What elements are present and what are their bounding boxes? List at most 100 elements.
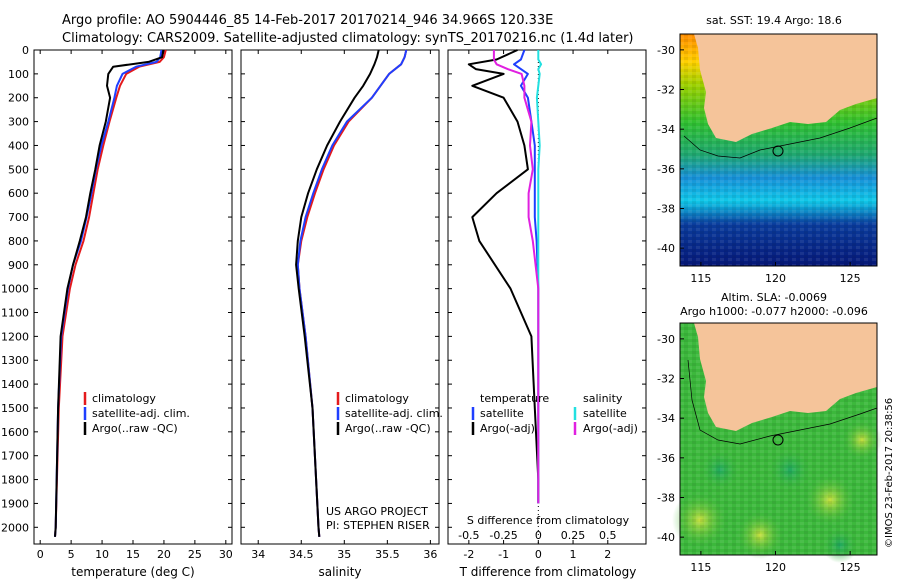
difference-axes xyxy=(447,49,647,545)
depth-tick-label: 800 xyxy=(8,235,29,248)
s-tick-label: 0.5 xyxy=(599,529,617,542)
depth-tick-label: 1900 xyxy=(1,497,29,510)
map-y-tick-label: -40 xyxy=(657,242,675,255)
map-y-tick-label: -38 xyxy=(657,491,675,504)
legend-label-satellite: satellite-adj. clim. xyxy=(92,407,190,420)
sla-title-1: Altim. SLA: -0.0069 xyxy=(721,291,827,304)
map-x-tick-label: 115 xyxy=(690,272,711,285)
sla-land xyxy=(694,323,877,431)
x-tick-label: 1 xyxy=(570,548,577,561)
header-line-1: Argo profile: AO 5904446_85 14-Feb-2017 … xyxy=(62,13,553,28)
sla-contour xyxy=(687,359,878,445)
temperature-x-axis: 0 5 10 15 20 25 30 xyxy=(37,50,233,561)
x-tick-label: 10 xyxy=(95,548,109,561)
sst-land xyxy=(680,34,877,142)
s-tick-label: -0.25 xyxy=(489,529,517,542)
salinity-x-axis: 34 34.5 35 35.5 36 xyxy=(251,50,437,561)
s-tick-label: 0.25 xyxy=(561,529,586,542)
legend-label-climatology: climatology xyxy=(92,392,156,405)
map-x-tick-label: 120 xyxy=(765,561,786,574)
t-difference-label: T difference from climatology xyxy=(459,565,637,579)
series-t-satellite xyxy=(513,49,540,504)
series-argo-raw-qc xyxy=(54,49,165,537)
x-tick-label: 35.5 xyxy=(375,548,400,561)
sla-map-frame xyxy=(679,322,878,556)
depth-tick-label: 200 xyxy=(8,92,29,105)
depth-axis: 0 100 200 300 400 500 600 700 800 900 1000 1100 1200… xyxy=(1,44,646,534)
x-tick-label: 36 xyxy=(423,548,437,561)
sst-map-frame xyxy=(679,33,878,267)
sla-title-2: Argo h1000: -0.077 h2000: -0.096 xyxy=(680,305,868,318)
depth-tick-label: 400 xyxy=(8,139,29,152)
depth-tick-label: 100 xyxy=(8,68,29,81)
map-x-tick-label: 120 xyxy=(765,272,786,285)
series-satellite-adj-clim xyxy=(296,49,408,537)
s-difference-label: S difference from climatology xyxy=(467,514,630,527)
depth-tick-label: 600 xyxy=(8,187,29,200)
x-tick-label: -1 xyxy=(498,548,509,561)
salinity-x-label: salinity xyxy=(318,565,361,579)
s-tick-label: 0 xyxy=(535,529,542,542)
map-x-tick-label: 125 xyxy=(840,272,861,285)
legend-label-argo: Argo(..raw -QC) xyxy=(345,422,431,435)
legend-label-s-satellite: satellite xyxy=(583,407,627,420)
legend-label-climatology: climatology xyxy=(345,392,409,405)
depth-tick-label: 1700 xyxy=(1,450,29,463)
header-line-2: Climatology: CARS2009. Satellite-adjuste… xyxy=(62,31,634,46)
x-tick-label: 0 xyxy=(535,548,542,561)
depth-tick-label: 0 xyxy=(22,44,29,57)
depth-tick-label: 1800 xyxy=(1,474,29,487)
sst-argo-marker xyxy=(772,145,784,157)
map-y-tick-label: -36 xyxy=(657,452,675,465)
x-tick-label: 30 xyxy=(219,548,233,561)
sst-map-axes: 115 120 125 -30 -32 -34 -36 -38 -40 xyxy=(657,44,861,285)
x-tick-label: 0 xyxy=(37,548,44,561)
map-y-tick-label: -32 xyxy=(657,84,675,97)
x-tick-label: 20 xyxy=(157,548,171,561)
series-argo-raw-qc xyxy=(295,49,380,537)
x-tick-label: 2 xyxy=(604,548,611,561)
series-satellite-adj-clim xyxy=(54,49,163,537)
temperature-lines xyxy=(54,49,167,537)
series-s-argo-adj xyxy=(492,50,540,504)
map-y-tick-label: -30 xyxy=(657,333,675,346)
difference-legend: temperature salinity satellite Argo(-adj… xyxy=(471,392,638,435)
depth-tick-label: 500 xyxy=(8,163,29,176)
sst-contour xyxy=(683,117,878,159)
salinity-axes xyxy=(240,49,440,545)
temperature-x-label: temperature (deg C) xyxy=(71,565,194,579)
map-y-tick-label: -30 xyxy=(657,44,675,57)
legend-label-satellite: satellite-adj. clim. xyxy=(345,407,443,420)
map-x-tick-label: 115 xyxy=(690,561,711,574)
pi-credit: PI: STEPHEN RISER xyxy=(326,519,430,532)
depth-tick-label: 1100 xyxy=(1,307,29,320)
difference-panel: -2 -1 0 1 2 -0.5 -0.25 0 0.25 0.5 S difference fr… xyxy=(447,49,647,579)
x-tick-label: 35 xyxy=(337,548,351,561)
x-tick-label: 15 xyxy=(126,548,140,561)
sla-map-axes: 115 120 125 -30 -32 -34 -36 -38 -40 xyxy=(657,333,861,574)
s-tick-label: -0.5 xyxy=(458,529,479,542)
map-y-tick-label: -34 xyxy=(657,123,675,136)
x-tick-label: 34.5 xyxy=(289,548,314,561)
legend-label-t-satellite: satellite xyxy=(480,407,524,420)
series-t-argo-adj xyxy=(467,49,540,504)
map-y-tick-label: -38 xyxy=(657,202,675,215)
imos-timestamp: ©IMOS 23-Feb-2017 20:38:56 xyxy=(884,398,895,548)
difference-x-axis: -2 -1 0 1 2 -0.5 -0.25 0 0.25 0.5 xyxy=(458,50,617,561)
depth-tick-label: 2000 xyxy=(1,521,29,534)
map-x-tick-label: 125 xyxy=(840,561,861,574)
sla-map-panel: Altim. SLA: -0.0069 Argo h1000: -0.077 h… xyxy=(657,291,895,574)
salinity-legend: climatology satellite-adj. clim. Argo(..… xyxy=(336,392,443,435)
legend-label-s-argo: Argo(-adj) xyxy=(583,422,638,435)
project-credit: US ARGO PROJECT xyxy=(326,505,428,518)
legend-label-t-argo: Argo(-adj) xyxy=(480,422,535,435)
temperature-legend: climatology satellite-adj. clim. Argo(..… xyxy=(83,392,190,435)
depth-tick-label: 300 xyxy=(8,116,29,129)
depth-tick-label: 1600 xyxy=(1,426,29,439)
map-y-tick-label: -40 xyxy=(657,531,675,544)
depth-tick-label: 900 xyxy=(8,259,29,272)
series-climatology xyxy=(54,49,167,537)
depth-tick-label: 1500 xyxy=(1,402,29,415)
map-y-tick-label: -36 xyxy=(657,163,675,176)
depth-tick-label: 1000 xyxy=(1,283,29,296)
